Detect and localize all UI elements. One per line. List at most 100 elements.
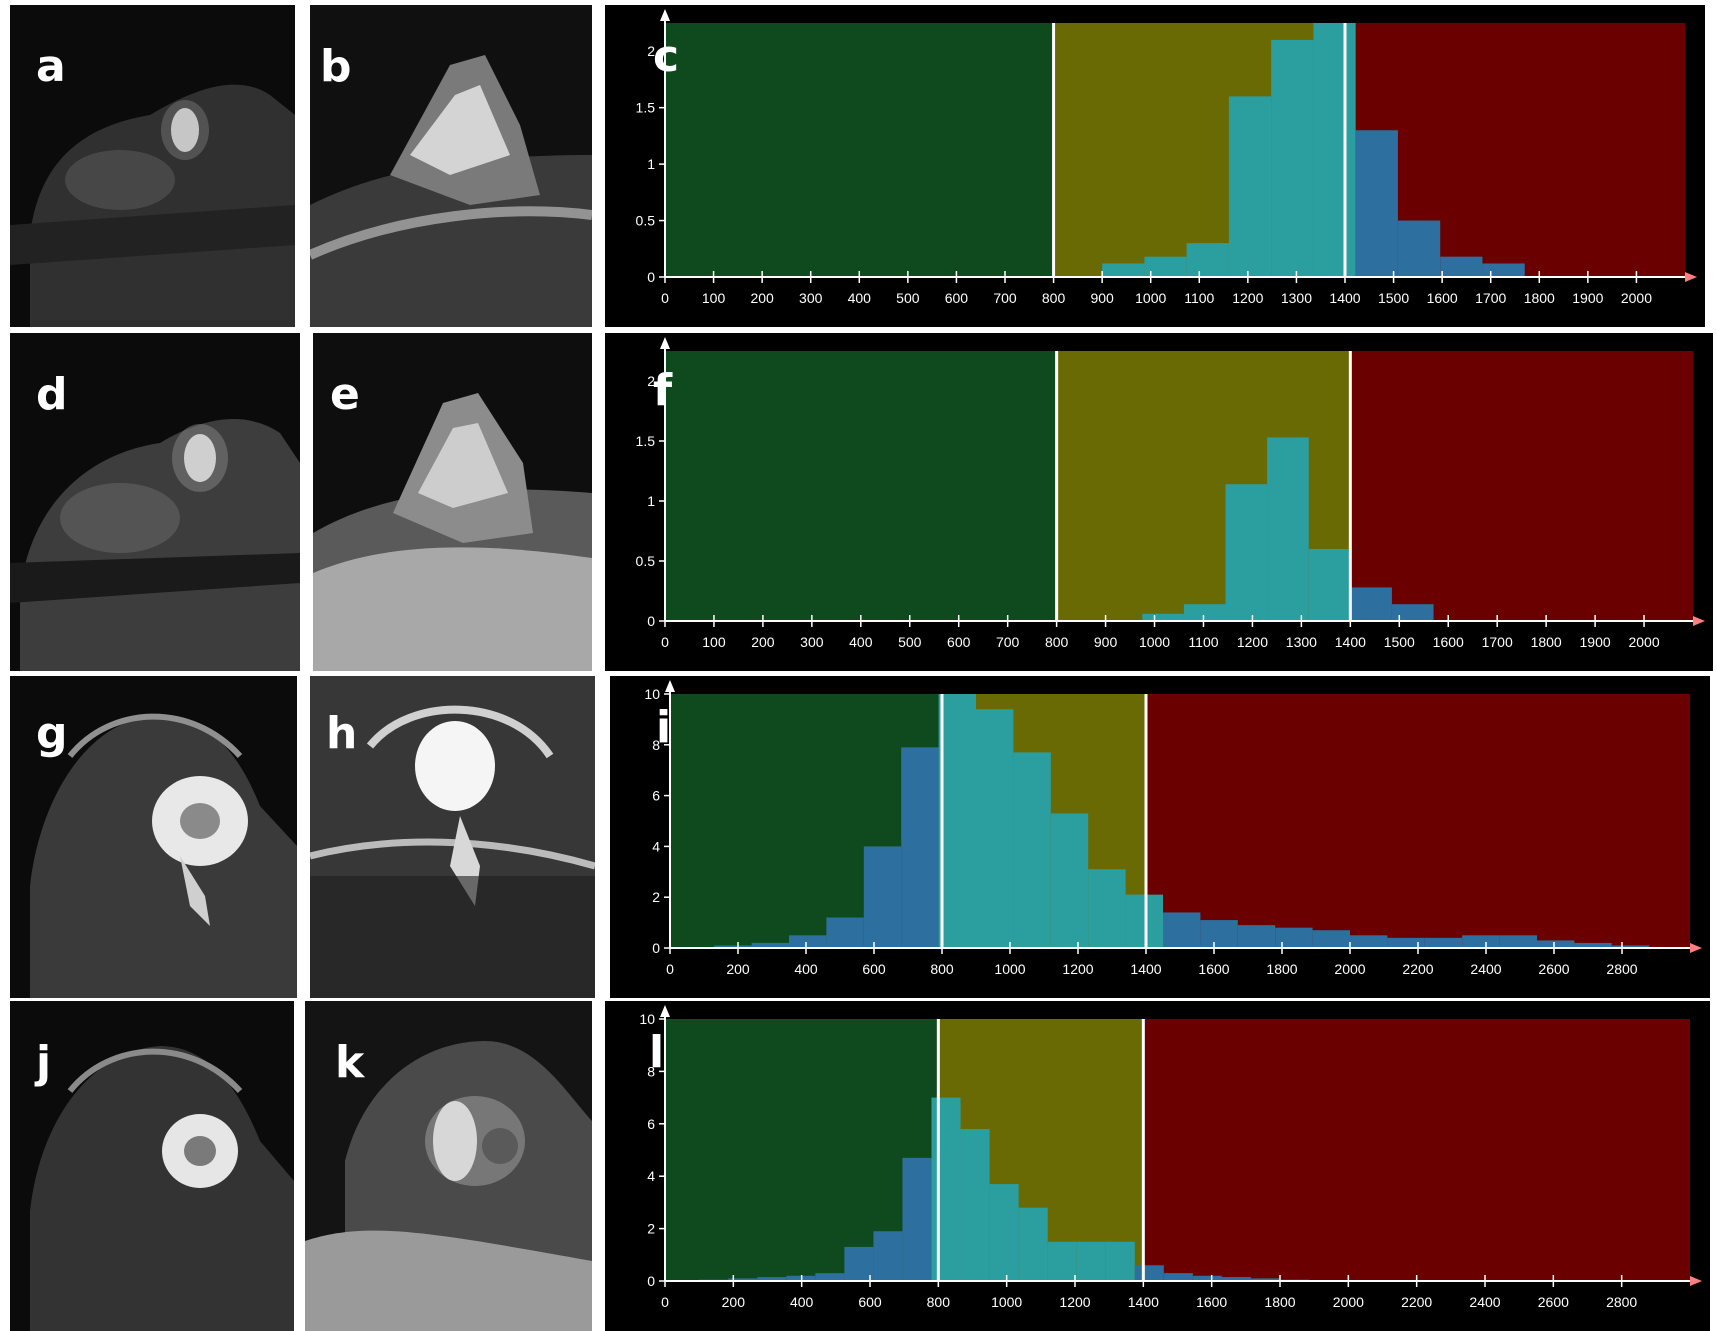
x-tick-label: 2800 (1606, 961, 1637, 977)
panel-letter: g (36, 708, 68, 759)
x-tick-label: 300 (800, 634, 824, 650)
histogram-bar (1350, 587, 1392, 621)
zone-red (1143, 1019, 1690, 1281)
histogram-bar (714, 945, 752, 948)
histogram-bar (786, 1275, 816, 1281)
panel-letter: a (36, 41, 66, 92)
x-tick-label: 1600 (1198, 961, 1229, 977)
x-tick-label: 800 (1045, 634, 1069, 650)
y-axis-arrow (660, 9, 670, 21)
histogram-bar (1397, 220, 1441, 277)
x-tick-label: 1400 (1335, 634, 1366, 650)
histogram-panel-c: 0 100 200 300 400 500 600 700 800 900 1000 1100 1200… (605, 5, 1705, 327)
histogram-bar (960, 1129, 990, 1281)
x-tick-label: 600 (862, 961, 886, 977)
histogram-bar (1105, 1241, 1135, 1281)
x-tick-label: 1800 (1266, 961, 1297, 977)
zone-red (1146, 694, 1690, 948)
x-tick-label: 1400 (1130, 961, 1161, 977)
x-tick-label: 100 (702, 634, 726, 650)
dwi-image-a (10, 5, 295, 327)
histogram-bar (1250, 1278, 1280, 1281)
x-tick-label: 1600 (1433, 634, 1464, 650)
histogram-chart-i: 0 200 400 600 800 1000 1200 1400 1600 1800 2000 220… (610, 676, 1710, 998)
x-tick-label: 1600 (1427, 290, 1458, 306)
histogram-bar (1225, 484, 1268, 621)
histogram-bar (844, 1246, 874, 1281)
histogram-bar (1163, 1273, 1193, 1281)
histogram-bar (1192, 1275, 1222, 1281)
histogram-bar (1271, 39, 1314, 277)
x-tick-label: 1400 (1329, 290, 1360, 306)
x-tick-label: 1300 (1281, 290, 1312, 306)
y-tick-label: 0 (647, 269, 655, 285)
y-tick-label: 6 (652, 788, 660, 804)
histogram-bar (1537, 940, 1575, 948)
x-tick-label: 400 (848, 290, 872, 306)
histogram-bar (1076, 1241, 1106, 1281)
zone-green (665, 351, 1057, 621)
histogram-bar (863, 846, 902, 948)
x-tick-label: 1000 (1139, 634, 1170, 650)
x-tick-label: 1500 (1384, 634, 1415, 650)
histogram-panel-i: 0 200 400 600 800 1000 1200 1400 1600 1800 2000 220… (610, 676, 1710, 998)
y-tick-label: 1 (647, 156, 655, 172)
histogram-chart-l: 0 200 400 600 800 1000 1200 1400 1600 1800 2000 220… (605, 1001, 1710, 1331)
x-tick-label: 1600 (1196, 1294, 1227, 1310)
x-tick-label: 300 (799, 290, 823, 306)
x-tick-label: 800 (930, 961, 954, 977)
zone-green (665, 23, 1054, 277)
x-tick-label: 1200 (1059, 1294, 1090, 1310)
image-panel-a: a (10, 5, 295, 327)
histogram-bar (757, 1277, 787, 1281)
x-axis-arrow (1685, 272, 1697, 282)
histogram-bar (1228, 96, 1272, 277)
x-tick-label: 2000 (1333, 1294, 1364, 1310)
histogram-bar (1574, 942, 1612, 948)
histogram-bar (1267, 437, 1309, 621)
y-axis-arrow (660, 1005, 670, 1017)
histogram-bar (1387, 937, 1425, 948)
histogram-bar (938, 694, 976, 948)
image-panel-k: k (305, 1001, 592, 1331)
adc-image-h (310, 676, 595, 998)
dwi-image-d (10, 333, 300, 671)
panel-letter: j (36, 1037, 52, 1088)
histogram-bar (1313, 23, 1356, 277)
histogram-bar (1482, 263, 1525, 277)
y-tick-label: 1.5 (636, 433, 656, 449)
x-tick-label: 700 (993, 290, 1017, 306)
x-tick-label: 1400 (1128, 1294, 1159, 1310)
histogram-bar (1350, 935, 1388, 948)
histogram-bar (1499, 935, 1537, 948)
histogram-bar (1308, 549, 1351, 621)
histogram-bar (1050, 813, 1089, 948)
x-tick-label: 2000 (1334, 961, 1365, 977)
image-panel-g: g (10, 676, 297, 998)
histogram-bar (826, 917, 864, 948)
y-tick-label: 2 (647, 43, 655, 59)
histogram-bar (1018, 1207, 1048, 1281)
histogram-bar (1088, 869, 1126, 948)
x-tick-label: 1000 (994, 961, 1025, 977)
y-tick-label: 1 (647, 493, 655, 509)
x-tick-label: 1800 (1531, 634, 1562, 650)
histogram-bar (1355, 130, 1398, 277)
y-tick-label: 0 (647, 1273, 655, 1289)
x-tick-label: 1900 (1572, 290, 1603, 306)
x-tick-label: 500 (898, 634, 922, 650)
x-tick-label: 2200 (1402, 961, 1433, 977)
histogram-bar (815, 1273, 845, 1281)
x-tick-label: 800 (1042, 290, 1066, 306)
histogram-bar (1142, 613, 1184, 621)
histogram-bar (1163, 912, 1201, 948)
y-tick-label: 1.5 (636, 100, 656, 116)
x-tick-label: 0 (661, 1294, 669, 1310)
x-tick-label: 800 (927, 1294, 951, 1310)
y-tick-label: 10 (639, 1011, 655, 1027)
x-tick-label: 600 (947, 634, 971, 650)
histogram-chart-f: 0 100 200 300 400 500 600 700 800 900 1000 1100 1200… (605, 333, 1713, 671)
y-tick-label: 0.5 (636, 213, 656, 229)
x-tick-label: 400 (790, 1294, 814, 1310)
histogram-bar (1125, 894, 1163, 948)
